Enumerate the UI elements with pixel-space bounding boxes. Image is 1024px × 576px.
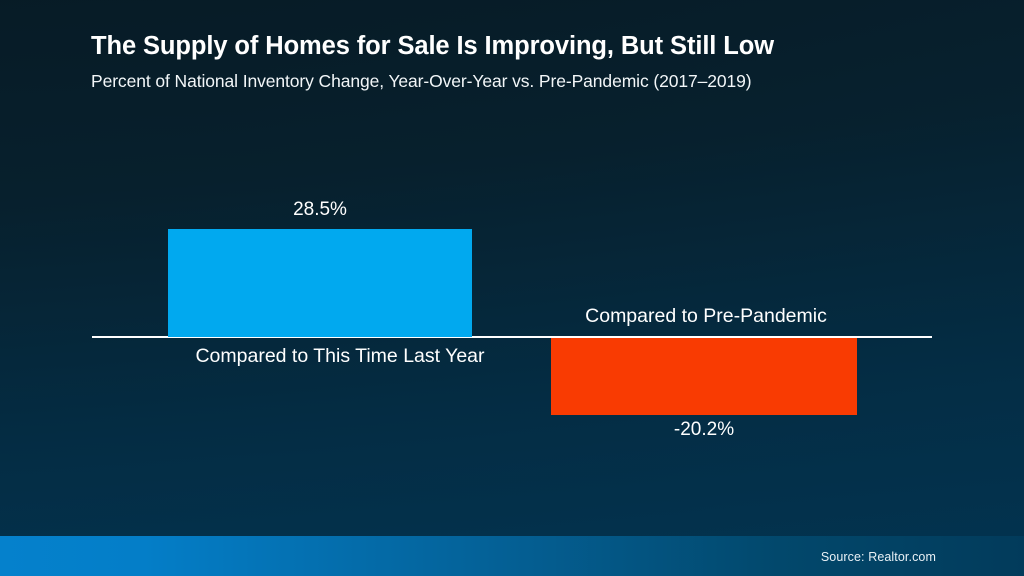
- page-title: The Supply of Homes for Sale Is Improvin…: [91, 32, 774, 60]
- bar-value-label-positive: 28.5%: [293, 199, 347, 220]
- bar-category-label-positive: Compared to This Time Last Year: [195, 345, 485, 367]
- bar-value-label-negative: -20.2%: [673, 419, 735, 440]
- bar-compared-to-pre-pandemic[interactable]: [551, 338, 857, 415]
- heading-block: The Supply of Homes for Sale Is Improvin…: [91, 32, 971, 92]
- bar-category-label-negative: Compared to Pre-Pandemic: [585, 305, 827, 327]
- footer-bar: [0, 536, 1024, 576]
- page-subtitle: Percent of National Inventory Change, Ye…: [91, 70, 752, 91]
- source-attribution: Source: Realtor.com: [820, 550, 936, 564]
- zero-baseline-axis: [92, 336, 932, 338]
- bar-compared-to-last-year[interactable]: [168, 229, 472, 337]
